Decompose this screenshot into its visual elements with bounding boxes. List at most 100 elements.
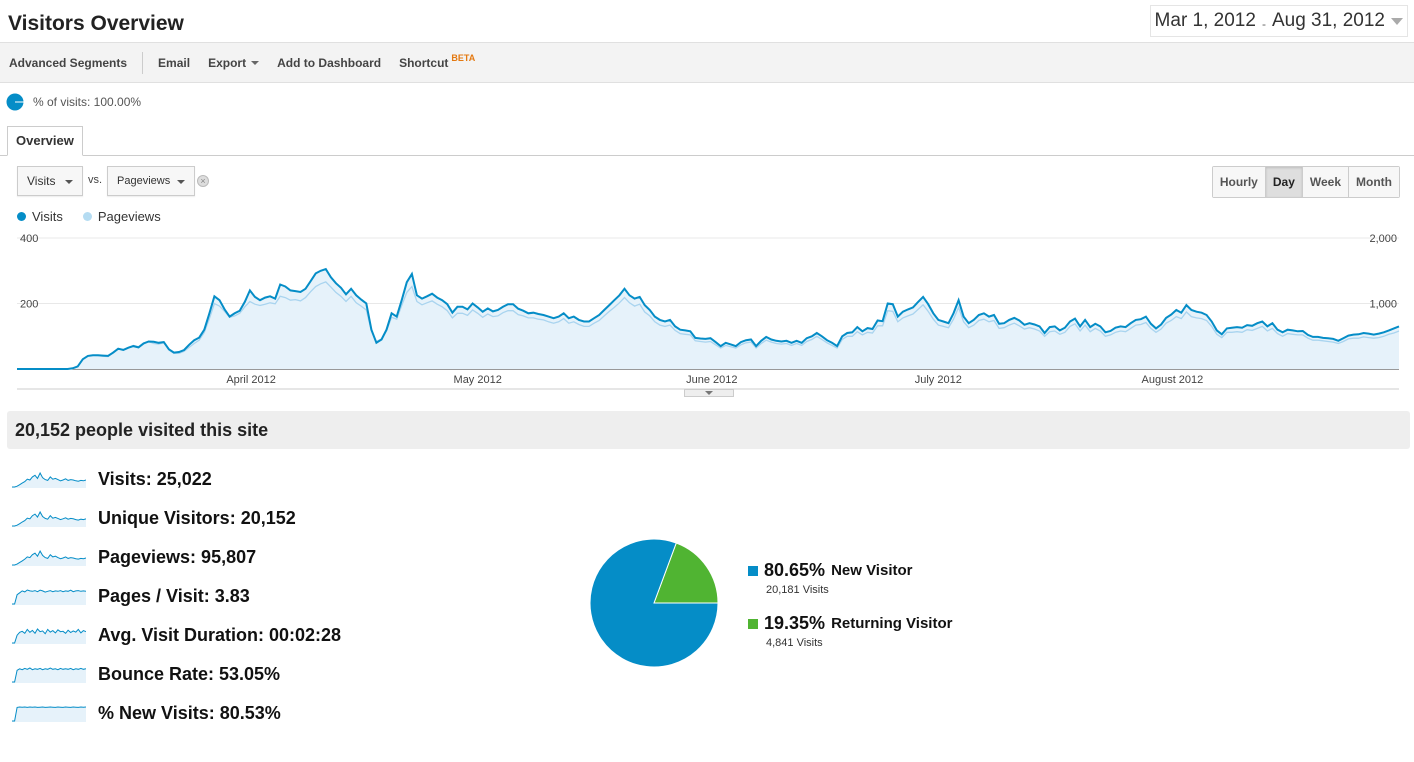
- sparkline[interactable]: [12, 508, 86, 528]
- metric-label: Bounce Rate: 53.05%: [98, 663, 281, 684]
- caret-down-icon: [251, 61, 260, 65]
- x-axis-month-label: June 2012: [686, 374, 737, 386]
- add-to-dashboard-button[interactable]: Add to Dashboard: [277, 55, 382, 70]
- new-visitor-label: New Visitor: [831, 562, 913, 579]
- pie-legend-returning: 19.35% Returning Visitor 4,841 Visits: [748, 613, 952, 649]
- metric-label: Unique Visitors: 20,152: [98, 507, 296, 528]
- tab-overview[interactable]: Overview: [7, 126, 83, 156]
- metric-label: Pageviews: 95,807: [98, 546, 257, 567]
- metric-row: Unique Visitors: 20,152: [12, 503, 296, 533]
- shortcut-button[interactable]: Shortcut BETA: [390, 52, 484, 70]
- segment-indicator: % of visits: 100.00%: [6, 93, 141, 111]
- export-button[interactable]: Export: [199, 56, 268, 70]
- new-visitor-percent: 80.65%: [764, 560, 826, 580]
- sparkline-area: [12, 512, 86, 527]
- returning-visitor-label: Returning Visitor: [831, 615, 953, 632]
- left-axis-tick: 200: [20, 299, 38, 311]
- sparkline-area: [12, 473, 86, 488]
- primary-metric-select[interactable]: Visits: [17, 166, 83, 196]
- sparkline-line: [12, 471, 86, 488]
- legend-dot: [17, 212, 26, 221]
- sparkline-area: [12, 551, 86, 566]
- remove-comparison-icon[interactable]: ×: [197, 175, 209, 187]
- comparison-metric-label: Pageviews: [117, 175, 171, 187]
- vs-label: vs.: [88, 174, 103, 186]
- visits-pageviews-chart: 400 200 2,000 1,000 April 2012 May 2012 June 2…: [17, 233, 1400, 390]
- caret-down-icon: [177, 179, 185, 184]
- sparkline-area: [12, 707, 86, 722]
- legend-swatch: [748, 618, 758, 629]
- x-axis-month-label: July 2012: [915, 374, 962, 386]
- sparkline-line: [12, 706, 86, 722]
- granularity-selector: Hourly Day Week Month: [1211, 166, 1400, 198]
- sparkline[interactable]: [12, 703, 86, 723]
- sparkline[interactable]: [12, 625, 86, 645]
- tab-bar-line: [0, 155, 1414, 156]
- metric-row: Bounce Rate: 53.05%: [12, 659, 280, 689]
- caret-down-icon: [705, 391, 713, 395]
- caret-down-icon: [65, 179, 73, 184]
- pie-legend-new: 80.65% New Visitor 20,181 Visits: [748, 560, 912, 596]
- date-end: Aug 31, 2012: [1271, 10, 1385, 31]
- granularity-hourly-button[interactable]: Hourly: [1212, 167, 1265, 197]
- returning-visitor-visits: 4,841 Visits: [766, 637, 823, 649]
- metric-label: Visits: 25,022: [98, 468, 212, 489]
- segment-label: % of visits: 100.00%: [33, 95, 142, 109]
- page-title: Visitors Overview: [8, 12, 184, 35]
- sparkline-line: [12, 667, 86, 683]
- visitor-type-pie: [589, 538, 719, 668]
- report-toolbar: Advanced Segments Email Export Add to Da…: [0, 42, 1414, 83]
- right-axis-tick: 1,000: [1369, 299, 1397, 311]
- legend-item-visits: Visits: [17, 209, 63, 224]
- date-range-picker[interactable]: Mar 1, 2012 - Aug 31, 2012: [1149, 5, 1408, 37]
- legend-swatch: [748, 565, 758, 576]
- left-axis-tick: 400: [20, 233, 38, 245]
- sparkline[interactable]: [12, 586, 86, 606]
- sparkline[interactable]: [12, 547, 86, 567]
- granularity-month-button[interactable]: Month: [1348, 167, 1399, 197]
- advanced-segments-button[interactable]: Advanced Segments: [9, 55, 128, 70]
- x-axis-month-label: April 2012: [226, 374, 276, 386]
- metric-row: Visits: 25,022: [12, 464, 212, 494]
- sparkline-line: [12, 549, 86, 566]
- metric-row: Pageviews: 95,807: [12, 542, 256, 572]
- email-button[interactable]: Email: [158, 55, 191, 70]
- export-label: Export: [208, 55, 247, 70]
- sparkline-area: [12, 629, 86, 644]
- granularity-week-button[interactable]: Week: [1301, 167, 1349, 197]
- sparkline[interactable]: [12, 469, 86, 489]
- pageviews-line: [17, 281, 1400, 370]
- toolbar-divider: [142, 51, 144, 74]
- summary-header: 20,152 people visited this site: [7, 411, 1410, 449]
- visits-line: [17, 267, 1400, 370]
- sparkline-line: [12, 628, 86, 644]
- metric-row: % New Visits: 80.53%: [12, 698, 281, 728]
- chart-legend: Visits Pageviews: [17, 209, 181, 224]
- sparkline-line: [12, 510, 86, 527]
- legend-dot: [82, 212, 92, 221]
- sparkline-area: [12, 590, 86, 605]
- sparkline[interactable]: [12, 664, 86, 684]
- pie-slice-new-visitor[interactable]: [589, 538, 719, 668]
- metric-label: Pages / Visit: 3.83: [98, 585, 250, 606]
- sparkline-line: [12, 589, 86, 605]
- granularity-day-button[interactable]: Day: [1264, 167, 1302, 197]
- sparkline-area: [12, 668, 86, 683]
- date-separator: -: [1261, 17, 1266, 31]
- chevron-down-icon: [1391, 17, 1403, 25]
- chart-collapse-handle[interactable]: [684, 389, 734, 397]
- pie-slice-returning-visitor[interactable]: [653, 542, 719, 604]
- comparison-metric-select[interactable]: Pageviews: [107, 166, 195, 196]
- metric-row: Pages / Visit: 3.83: [12, 581, 250, 611]
- primary-metric-label: Visits: [27, 174, 56, 188]
- x-axis-month-label: May 2012: [454, 374, 502, 386]
- returning-visitor-percent: 19.35%: [764, 613, 826, 633]
- metric-label: Avg. Visit Duration: 00:02:28: [98, 624, 342, 645]
- segment-pie-icon: [6, 93, 24, 111]
- beta-badge: BETA: [451, 52, 476, 63]
- right-axis-tick: 2,000: [1369, 233, 1397, 245]
- visits-area: [17, 269, 1399, 369]
- new-visitor-visits: 20,181 Visits: [766, 584, 829, 596]
- legend-label: Pageviews: [97, 209, 161, 224]
- legend-item-pageviews: Pageviews: [82, 209, 161, 224]
